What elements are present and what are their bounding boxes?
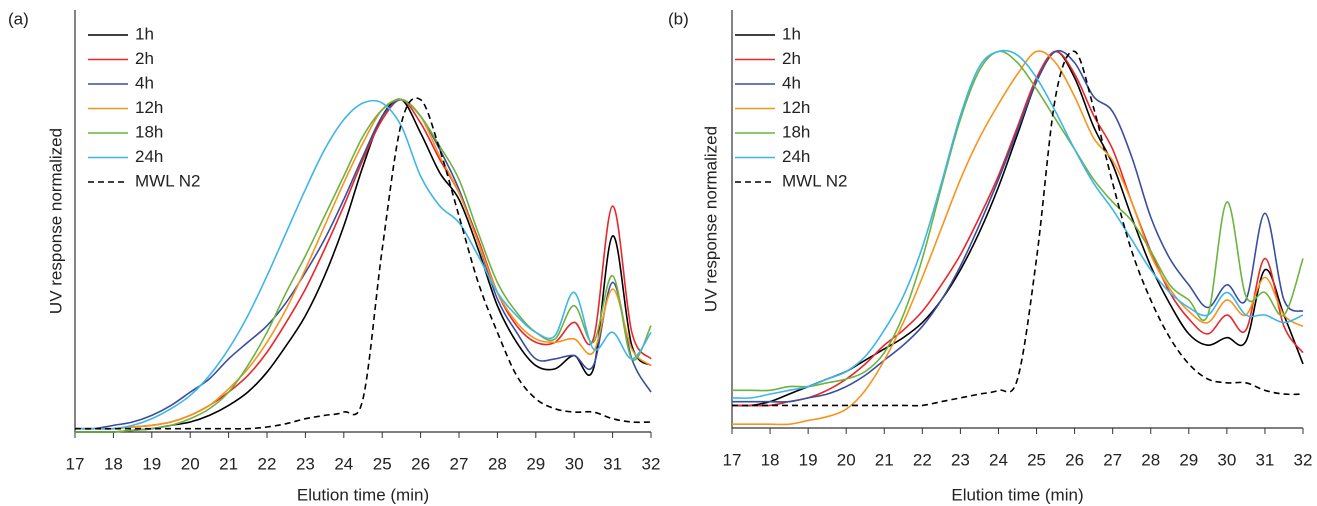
series-line: [731, 50, 1304, 426]
series-line: [75, 99, 652, 430]
x-tick-label: 31: [1255, 450, 1274, 469]
x-tick-label: 32: [1294, 450, 1313, 469]
panel-label: (b): [668, 9, 689, 28]
x-tick-label: 21: [875, 450, 894, 469]
x-tick-label: 23: [951, 450, 970, 469]
series-line: [75, 97, 652, 430]
x-tick-label: 30: [1217, 450, 1236, 469]
legend-label: 4h: [135, 73, 154, 92]
y-axis-label: UV response normalized: [701, 126, 720, 312]
x-tick-label: 29: [1179, 450, 1198, 469]
legend-label: 1h: [135, 24, 154, 43]
legend-label: 24h: [135, 147, 163, 166]
series-line: [732, 50, 1304, 392]
x-tick-label: 23: [296, 454, 315, 473]
x-tick-label: 22: [258, 454, 277, 473]
x-tick-label: 18: [761, 450, 780, 469]
legend-label: 2h: [135, 49, 154, 68]
y-axis-label: UV response normalized: [46, 128, 65, 314]
x-tick-label: 17: [723, 450, 742, 469]
x-tick-label: 24: [334, 454, 353, 473]
panel-label: (a): [8, 9, 29, 28]
series-line: [731, 50, 1304, 407]
x-axis-label: Elution time (min): [297, 485, 429, 504]
x-tick-label: 27: [450, 454, 469, 473]
x-tick-label: 30: [565, 454, 584, 473]
series-line: [732, 49, 1304, 403]
x-tick-label: 28: [488, 454, 507, 473]
x-tick-label: 26: [411, 454, 430, 473]
x-tick-label: 17: [66, 454, 85, 473]
legend-label: 12h: [135, 98, 163, 117]
legend-label: 18h: [135, 122, 163, 141]
series-line: [731, 49, 1304, 399]
legend-label: 24h: [782, 147, 810, 166]
legend-label: 18h: [782, 122, 810, 141]
x-tick-label: 20: [181, 454, 200, 473]
series-line: [75, 98, 652, 430]
x-tick-label: 27: [1103, 450, 1122, 469]
legend-label: MWL N2: [782, 171, 848, 190]
legend-label: MWL N2: [135, 171, 201, 190]
x-tick-label: 29: [526, 454, 545, 473]
series-line: [74, 98, 652, 433]
x-tick-label: 20: [837, 450, 856, 469]
x-tick-label: 19: [799, 450, 818, 469]
legend-label: 2h: [782, 49, 801, 68]
x-tick-label: 31: [603, 454, 622, 473]
series-line: [731, 50, 1304, 407]
legend-label: 4h: [782, 73, 801, 92]
x-tick-label: 25: [1027, 450, 1046, 469]
legend-label: 1h: [782, 24, 801, 43]
x-tick-label: 28: [1141, 450, 1160, 469]
x-tick-label: 32: [642, 454, 661, 473]
x-tick-label: 21: [219, 454, 238, 473]
x-tick-label: 18: [104, 454, 123, 473]
x-tick-label: 22: [913, 450, 932, 469]
series-line: [74, 98, 652, 430]
series-line: [731, 50, 1304, 407]
x-tick-label: 19: [142, 454, 161, 473]
x-tick-label: 24: [989, 450, 1008, 469]
x-axis-label: Elution time (min): [951, 485, 1083, 504]
x-tick-label: 26: [1065, 450, 1084, 469]
x-tick-label: 25: [373, 454, 392, 473]
legend-label: 12h: [782, 98, 810, 117]
